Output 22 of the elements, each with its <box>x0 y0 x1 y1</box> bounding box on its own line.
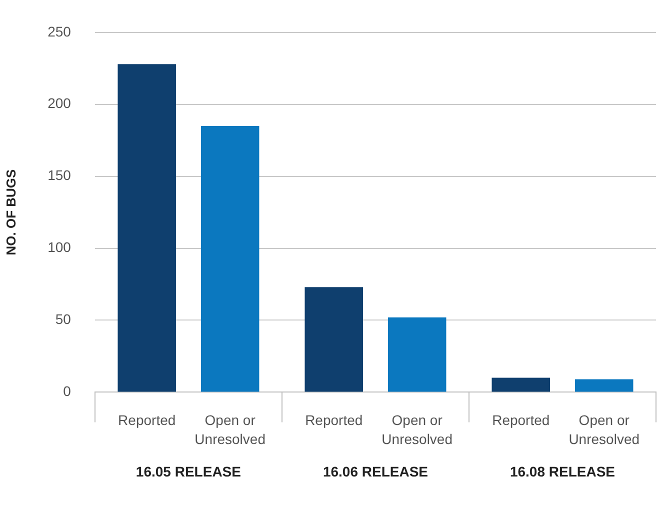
y-tick-label: 50 <box>55 311 72 328</box>
text: Reported <box>305 412 363 428</box>
series-label: Reported <box>118 412 176 428</box>
y-tick-label: 0 <box>63 383 72 400</box>
text: Open or Unresolved <box>382 412 453 448</box>
bar <box>388 317 446 392</box>
series-label: Open or Unresolved <box>568 412 640 448</box>
text: Open or Unresolved <box>194 412 266 448</box>
y-tick-label: 200 <box>48 95 72 112</box>
text: Reported <box>492 412 550 428</box>
bar <box>492 378 550 392</box>
x-tick-label: 16.05 RELEASE <box>136 463 241 480</box>
bar <box>574 379 634 392</box>
y-tick-label: 250 <box>48 23 72 40</box>
bar <box>304 287 363 392</box>
bar <box>118 64 176 392</box>
y-tick-label: 150 <box>48 167 72 184</box>
x-tick-label: 16.06 RELEASE <box>322 463 428 480</box>
bar <box>200 126 260 392</box>
y-axis-title: NO. OF BUGS <box>3 169 18 256</box>
y-tick-label: 100 <box>48 239 72 256</box>
x-tick-label: 16.08 RELEASE <box>510 463 616 480</box>
